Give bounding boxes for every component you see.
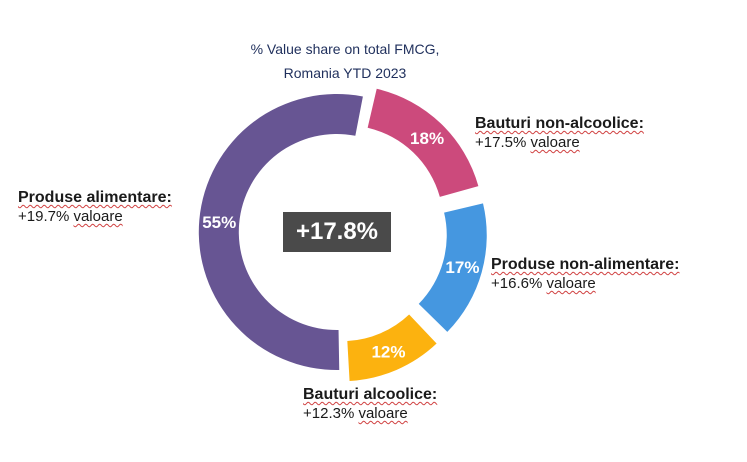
chart-title: % Value share on total FMCG, Romania YTD… [175,37,515,85]
chart-title-line-2: Romania YTD 2023 [283,65,407,81]
growth-word: valoare [530,134,580,151]
chart-title-line-1: % Value share on total FMCG, [250,41,440,57]
growth-word: valoare [73,208,123,225]
donut-slice-produse-non-alimentare [418,203,487,332]
slice-label-bauturi-non-alcoolice: 18% [410,129,444,148]
growth-label: +19.7% valoare [18,207,172,226]
category-label: Produse alimentare: [18,189,172,206]
callout-bauturi-non-alcoolice: Bauturi non-alcoolice: +17.5% valoare [475,114,644,152]
donut-slice-bauturi-non-alcoolice [367,88,479,197]
category-label: Produse non-alimentare: [491,256,680,273]
category-label: Bauturi non-alcoolice: [475,115,644,132]
callout-bauturi-alcoolice: Bauturi alcoolice: +12.3% valoare [303,385,437,423]
growth-label: +16.6% valoare [491,274,679,293]
callout-produse-alimentare: Produse alimentare: +19.7% valoare [18,188,172,226]
growth-label: +12.3% valoare [303,404,437,423]
donut-slice-produse-alimentare [198,93,363,370]
growth-value: +19.7% [18,208,70,225]
total-growth-badge: +17.8% [283,212,391,252]
slice-label-produse-alimentare: 55% [202,213,236,232]
growth-word: valoare [546,275,596,292]
growth-label: +17.5% valoare [475,133,644,152]
donut-slice-bauturi-alcoolice [347,314,437,381]
slice-label-bauturi-alcoolice: 12% [371,343,405,362]
growth-value: +16.6% [491,275,543,292]
category-label: Bauturi alcoolice: [303,386,438,403]
callout-produse-non-alimentare: Produse non-alimentare: +16.6% valoare [491,255,679,293]
growth-word: valoare [358,405,408,422]
slice-label-produse-non-alimentare: 17% [445,258,479,277]
growth-value: +12.3% [303,405,355,422]
growth-value: +17.5% [475,134,527,151]
